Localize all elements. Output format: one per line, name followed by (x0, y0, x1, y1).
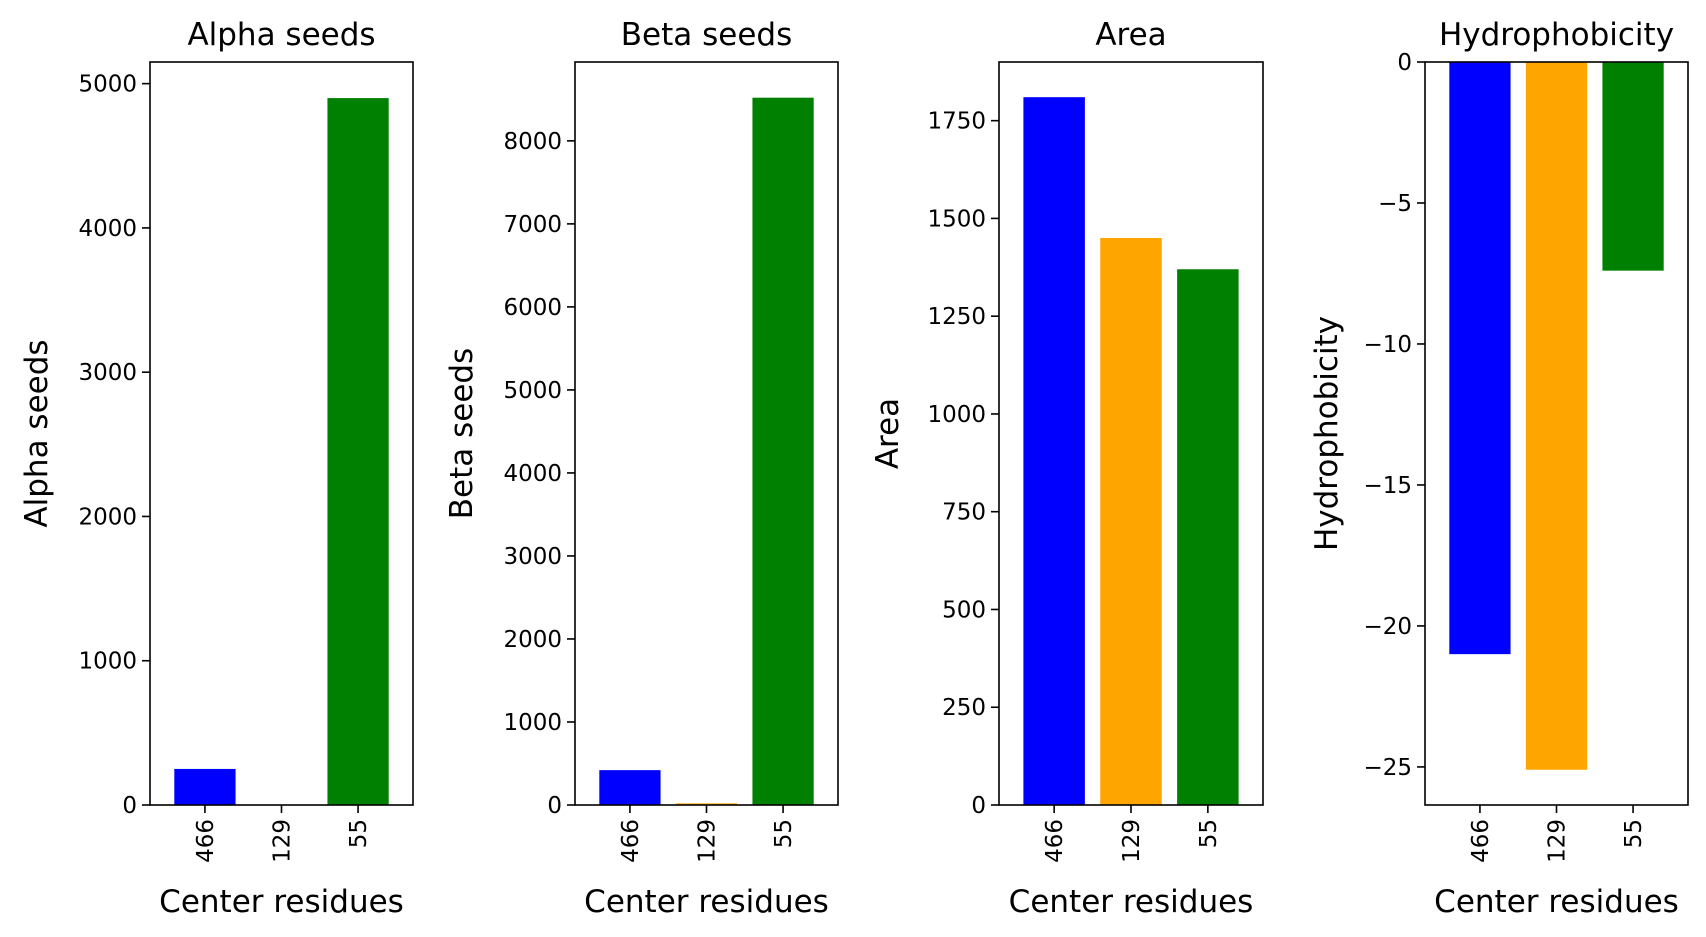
y-tick-label: 1250 (927, 304, 986, 330)
x-tick-label: 129 (270, 819, 296, 863)
bar-55 (1177, 269, 1239, 805)
bar-55 (1602, 62, 1664, 271)
y-tick-label: 2000 (78, 504, 137, 530)
chart-title: Hydrophobicity (1439, 17, 1674, 53)
y-tick-label: 1000 (503, 710, 562, 736)
bar-129 (1525, 62, 1588, 770)
y-axis-label: Area (870, 398, 906, 469)
y-axis-label: Beta seeds (444, 348, 480, 519)
chart-title: Beta seeds (621, 17, 792, 53)
x-tick-label: 466 (618, 819, 644, 863)
y-tick-label: −20 (1363, 614, 1412, 640)
x-tick-label: 466 (1042, 819, 1068, 863)
y-tick-label: 0 (1397, 50, 1412, 76)
x-tick-label: 55 (1621, 819, 1647, 848)
bar-466 (1023, 97, 1085, 805)
y-tick-label: 3000 (503, 544, 562, 570)
bar-129 (1100, 237, 1162, 805)
bar-466 (174, 768, 236, 805)
chart-title: Alpha seeds (187, 17, 375, 53)
y-tick-label: 4000 (503, 461, 562, 487)
y-tick-label: 2000 (503, 627, 562, 653)
chart-panel-3: 0 250 500 750 1000 1250 1500 1750 466 129 55 Area Ce… (870, 17, 1264, 920)
bar-129 (675, 803, 738, 805)
chart-panel-1: 0 1000 2000 3000 4000 5000 466 129 55 Alpha seeds… (19, 17, 414, 920)
x-axis-label: Center residues (584, 884, 829, 920)
y-tick-label: 250 (942, 695, 986, 721)
x-axis-label: Center residues (1009, 884, 1254, 920)
x-axis-label: Center residues (159, 884, 404, 920)
y-tick-label: 1000 (78, 649, 137, 675)
chart-panel-4: 0 −5 −10 −15 −20 −25 466 129 55 Hydrophobicity Cen… (1309, 17, 1689, 920)
x-tick-label: 466 (193, 819, 219, 863)
y-tick-label: 3000 (78, 360, 137, 386)
x-tick-label: 129 (1119, 819, 1145, 863)
y-tick-label: 4000 (78, 216, 137, 242)
y-tick-label: −25 (1363, 755, 1412, 781)
bar-466 (1449, 62, 1511, 655)
chart-panel-2: 0 1000 2000 3000 4000 5000 6000 7000 8000 466 129 5… (444, 17, 839, 920)
y-tick-label: −10 (1363, 332, 1412, 358)
x-tick-label: 129 (1545, 819, 1571, 863)
y-tick-label: 0 (122, 793, 137, 819)
y-tick-label: 1500 (927, 206, 986, 232)
bar-466 (599, 770, 661, 805)
y-tick-label: 0 (971, 793, 986, 819)
y-tick-label: 7000 (503, 212, 562, 238)
x-tick-label: 55 (346, 819, 372, 848)
bar-55 (327, 98, 389, 805)
y-tick-label: 0 (547, 793, 562, 819)
y-tick-label: −5 (1378, 191, 1412, 217)
x-axis-label: Center residues (1434, 884, 1679, 920)
x-tick-label: 55 (1196, 819, 1222, 848)
y-tick-label: 6000 (503, 295, 562, 321)
y-tick-label: 1000 (927, 402, 986, 428)
y-tick-label: −15 (1363, 473, 1412, 499)
y-tick-label: 5000 (78, 72, 137, 98)
bar-55 (752, 97, 814, 805)
y-tick-label: 1750 (927, 109, 986, 135)
y-axis-label: Alpha seeds (19, 339, 55, 527)
y-tick-label: 750 (942, 500, 986, 526)
y-tick-label: 8000 (503, 129, 562, 155)
x-tick-label: 129 (695, 819, 721, 863)
y-tick-label: 500 (942, 597, 986, 623)
y-tick-label: 5000 (503, 378, 562, 404)
chart-title: Area (1095, 17, 1166, 53)
x-tick-label: 55 (771, 819, 797, 848)
x-tick-label: 466 (1468, 819, 1494, 863)
y-axis-label: Hydrophobicity (1309, 316, 1345, 551)
